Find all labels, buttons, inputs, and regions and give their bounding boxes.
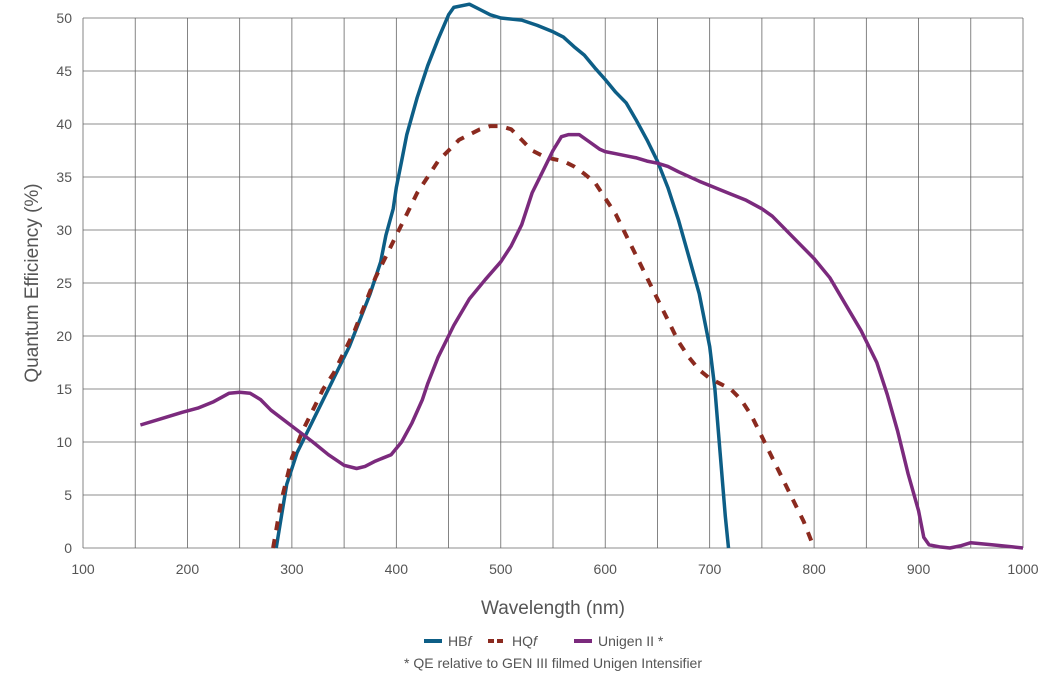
y-tick-label: 5 bbox=[64, 487, 72, 503]
x-tick-label: 600 bbox=[594, 561, 618, 577]
x-tick-label: 400 bbox=[385, 561, 409, 577]
x-tick-label: 900 bbox=[907, 561, 931, 577]
legend: HBf HQf Unigen II * bbox=[424, 633, 664, 649]
x-tick-label: 800 bbox=[802, 561, 826, 577]
x-tick-label: 200 bbox=[176, 561, 200, 577]
x-tick-label: 300 bbox=[280, 561, 304, 577]
y-tick-label: 35 bbox=[56, 169, 72, 185]
x-tick-label: 500 bbox=[489, 561, 513, 577]
y-tick-label: 20 bbox=[56, 328, 72, 344]
legend-label: Unigen II * bbox=[598, 633, 664, 649]
x-tick-label: 100 bbox=[71, 561, 95, 577]
legend-label: HBf bbox=[448, 633, 473, 649]
y-axis-label: Quantum Efficiency (%) bbox=[22, 183, 43, 382]
y-tick-label: 30 bbox=[56, 222, 72, 238]
tick-labels: 100 200 300 400 500 600 700 800 900 1000 0 5 10 15 20 2… bbox=[56, 10, 1038, 577]
y-tick-label: 0 bbox=[64, 540, 72, 556]
x-tick-label: 1000 bbox=[1007, 561, 1038, 577]
legend-label: HQf bbox=[512, 633, 539, 649]
y-tick-label: 50 bbox=[56, 10, 72, 26]
x-tick-label: 700 bbox=[698, 561, 722, 577]
grid bbox=[82, 17, 1024, 549]
y-tick-label: 10 bbox=[56, 434, 72, 450]
series-lines bbox=[139, 2, 1024, 550]
y-tick-label: 15 bbox=[56, 381, 72, 397]
series-line-hqf bbox=[271, 124, 816, 549]
y-tick-label: 40 bbox=[56, 116, 72, 132]
series-line-unigen-ii bbox=[139, 132, 1024, 550]
series-line-hbf bbox=[274, 2, 731, 549]
x-axis-label: Wavelength (nm) bbox=[481, 598, 625, 619]
footnote: * QE relative to GEN III filmed Unigen I… bbox=[404, 655, 702, 671]
y-tick-label: 25 bbox=[56, 275, 72, 291]
y-tick-label: 45 bbox=[56, 63, 72, 79]
